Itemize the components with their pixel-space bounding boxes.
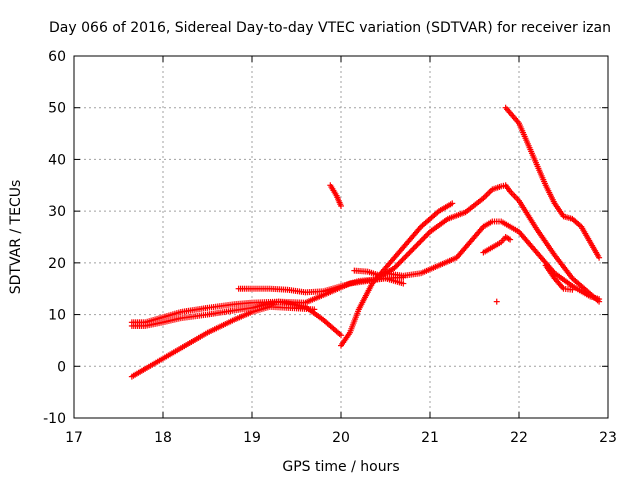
data-point [398,258,405,265]
data-point [409,246,416,253]
data-point [311,306,318,313]
y-tick-label: 40 [48,152,66,168]
data-point [493,298,500,305]
x-tick-label: 21 [421,430,439,446]
data-point [338,202,344,209]
y-tick-label: 30 [48,204,66,220]
data-point [407,248,414,255]
data-point [406,249,413,256]
y-tick-label: 10 [48,308,66,324]
data-point [396,259,403,266]
x-axis-label: GPS time / hours [282,459,399,475]
y-tick-label: 50 [48,101,66,117]
x-tick-label: 23 [599,430,617,446]
data-point [399,256,406,263]
x-tick-label: 18 [154,430,172,446]
data-point [403,252,410,259]
data-point [486,189,493,196]
data-point [394,262,401,269]
data-point [596,254,603,261]
chart-title: Day 066 of 2016, Sidereal Day-to-day VTE… [49,20,611,36]
data-point [414,241,421,248]
x-tick-label: 22 [510,430,528,446]
data-point [422,233,429,240]
data-point [413,242,420,249]
data-point [395,260,402,267]
data-point [507,236,514,243]
x-tick-label: 19 [243,430,261,446]
y-axis-label: SDTVAR / TECUs [8,180,24,295]
axes: 17 18 19 20 21 22 23 -10 0 10 20 30 40 50 60 [43,49,617,446]
data-point [410,245,417,252]
x-tick-label: 20 [332,430,350,446]
data-point [449,200,456,207]
data-point [481,193,488,200]
data-point [402,253,409,260]
data-point [417,238,424,245]
y-tick-label: 0 [57,359,66,375]
data-points [128,104,603,380]
data-point [400,280,407,287]
data-point [405,251,412,258]
data-point [392,263,399,270]
data-point [420,235,427,242]
grid-lines [74,56,608,418]
y-tick-label: 60 [48,49,66,65]
data-point [400,255,407,262]
data-point [338,332,344,339]
y-tick-label: 20 [48,256,66,272]
y-tick-label: -10 [43,411,66,427]
data-point [484,190,491,197]
data-point [483,192,490,199]
data-point [569,286,576,293]
data-point [418,237,425,244]
data-point [421,234,428,241]
x-tick-label: 17 [65,430,83,446]
data-point [416,239,423,246]
data-point [596,296,603,303]
data-point [424,231,431,238]
data-point [391,265,398,272]
data-point [411,244,418,251]
